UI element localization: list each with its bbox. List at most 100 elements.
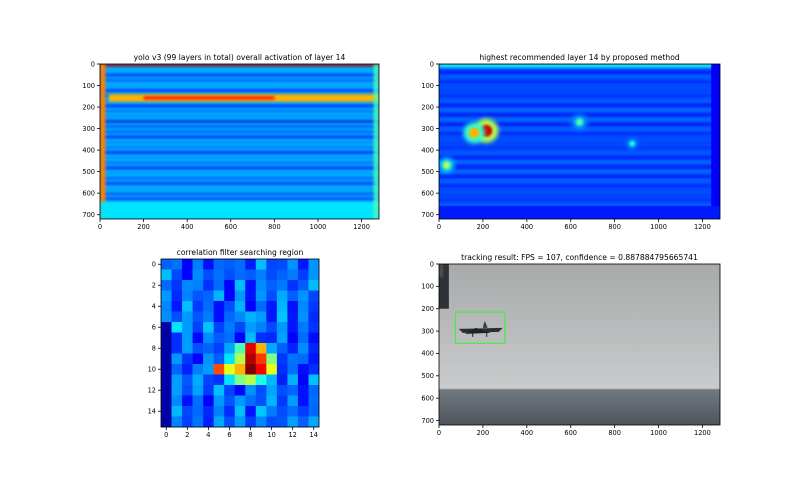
y-tick-label: 12 — [148, 387, 156, 395]
heatmap-cell — [192, 259, 204, 270]
heatmap-cell — [255, 311, 267, 323]
y-tick-label: 600 — [421, 394, 434, 402]
x-tick-label: 400 — [521, 429, 534, 437]
ship-structure — [439, 264, 449, 309]
x-tick-label: 4 — [206, 431, 210, 439]
y-tick-label: 600 — [82, 189, 95, 197]
heatmap-cell — [255, 290, 267, 302]
activation-stripe — [439, 132, 720, 136]
tracking-photo — [439, 264, 720, 425]
heatmap-cell — [276, 332, 288, 344]
heatmap-cell — [224, 301, 236, 312]
heatmap-cell — [192, 332, 204, 344]
activation-stripe — [439, 66, 720, 69]
heatmap-cell — [224, 280, 236, 291]
activation-spot — [575, 118, 584, 126]
heatmap-cell — [245, 322, 257, 333]
heatmap-cell — [287, 269, 299, 281]
heatmap-cell — [276, 269, 288, 281]
heatmap-cell — [192, 301, 204, 312]
heatmap-cell — [203, 269, 214, 281]
heatmap-cell — [276, 259, 288, 270]
y-tick-label: 8 — [152, 345, 156, 353]
activation-stripe — [100, 192, 379, 196]
heatmap-cell — [161, 311, 172, 323]
heatmap-cell — [308, 343, 320, 354]
heatmap-cell — [182, 290, 193, 302]
heatmap-cell — [255, 406, 267, 417]
heatmap-cell — [287, 311, 299, 323]
heatmap-cell — [308, 322, 320, 333]
y-tick-label: 200 — [421, 103, 434, 111]
heatmap-cell — [234, 343, 246, 354]
heatmap-cell — [182, 395, 193, 407]
heatmap-cell — [171, 280, 183, 291]
activation-stripe — [100, 145, 379, 149]
heatmap-cell — [287, 259, 299, 270]
heatmap-cell — [203, 374, 214, 386]
x-tick-label: 6 — [227, 431, 231, 439]
heatmap-cell — [266, 280, 278, 291]
chart-title: tracking result: FPS = 107, confidence =… — [461, 253, 698, 262]
heatmap-cell — [297, 416, 309, 428]
heatmap-cell — [224, 353, 236, 365]
heatmap-cell — [192, 406, 204, 417]
heatmap-cell — [234, 416, 246, 428]
heatmap-cell — [161, 290, 172, 302]
heatmap-cell — [255, 395, 267, 407]
heatmap-cell — [287, 280, 299, 291]
y-tick-label: 600 — [421, 189, 434, 197]
heatmap-cell — [171, 311, 183, 323]
y-tick-label: 200 — [421, 305, 434, 313]
heatmap-cell — [182, 385, 193, 396]
heatmap-cell — [308, 416, 320, 428]
heatmap-cell — [192, 311, 204, 323]
heatmap-cell — [182, 374, 193, 386]
activation-stripe — [439, 160, 720, 164]
heatmap-cell — [266, 406, 278, 417]
activation-stripe — [100, 197, 379, 201]
heatmap-cell — [245, 353, 257, 365]
heatmap-cell — [255, 322, 267, 333]
heatmap-cell — [213, 280, 225, 291]
heatmap-cell — [297, 269, 309, 281]
heatmap-cell — [203, 343, 214, 354]
heatmap-cell — [171, 385, 183, 396]
heatmap-cell — [224, 395, 236, 407]
axes-frame — [160, 258, 320, 428]
fighter-jet — [458, 320, 503, 337]
y-tick-label: 14 — [148, 408, 156, 416]
chart-title: highest recommended layer 14 by proposed… — [479, 53, 680, 62]
heatmap-cell — [255, 374, 267, 386]
heatmap-cell — [161, 353, 172, 365]
activation-stripe — [439, 94, 720, 98]
activation-stripe — [100, 181, 379, 185]
heatmap-cell — [287, 416, 299, 428]
x-tick-label: 2 — [185, 431, 189, 439]
heatmap-cell — [245, 280, 257, 291]
heatmap-cell — [161, 343, 172, 354]
heatmap-cell — [171, 301, 183, 312]
heatmap-cell — [203, 353, 214, 365]
heatmap-cell — [213, 322, 225, 333]
heatmap-cell — [266, 269, 278, 281]
heatmap-cell — [255, 364, 267, 375]
activation-stripe — [100, 104, 379, 108]
activation-stripe — [439, 104, 720, 107]
heatmap-cell — [276, 374, 288, 386]
chart-title: yolo v3 (99 layers in total) overall act… — [134, 53, 346, 62]
heatmap-cell — [224, 416, 236, 428]
y-tick-label: 300 — [421, 327, 434, 335]
heatmap-cell — [276, 290, 288, 302]
heatmap-cell — [245, 416, 257, 428]
activation-stripe — [439, 141, 720, 145]
heatmap-cell — [287, 353, 299, 365]
tracking-bounding-box — [454, 311, 506, 344]
heatmap-cell — [255, 269, 267, 281]
x-tick-label: 1200 — [694, 223, 711, 231]
heatmap-cell — [266, 290, 278, 302]
heatmap-cell — [245, 343, 257, 354]
y-tick-label: 300 — [421, 125, 434, 133]
heatmap-cell — [287, 395, 299, 407]
heatmap-cell — [297, 280, 309, 291]
